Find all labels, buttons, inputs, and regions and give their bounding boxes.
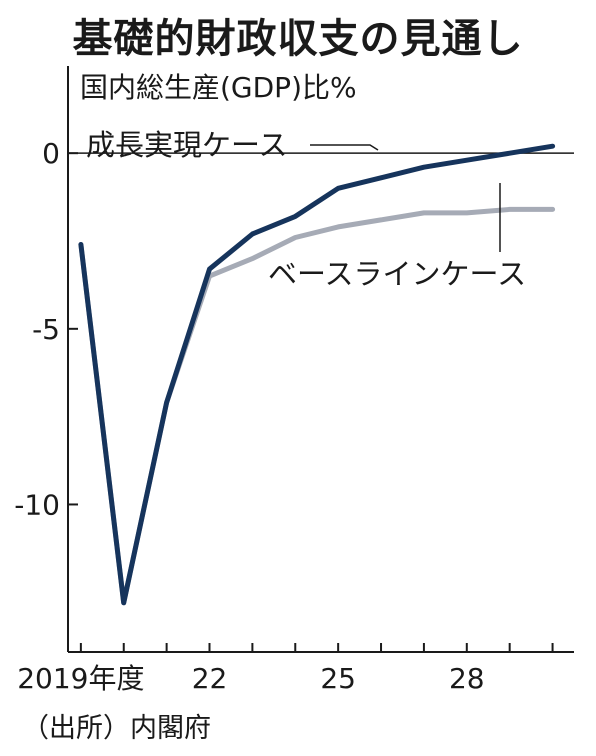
x-tick-label: 25 <box>320 662 356 695</box>
chart-title: 基礎的財政収支の見通し <box>72 16 524 62</box>
series-label-baseline: ベースラインケース <box>268 257 526 291</box>
source-note: （出所）内閣府 <box>22 713 211 744</box>
y-tick-label: -10 <box>14 488 60 521</box>
y-axis-label: 国内総生産(GDP)比% <box>80 71 357 104</box>
series-label-growth: 成長実現ケース <box>86 128 288 162</box>
series-line-growth <box>78 143 556 606</box>
x-tick-label: 2019年度 <box>17 662 144 695</box>
x-tick-label: 22 <box>192 662 228 695</box>
leader-line-growth <box>310 144 379 151</box>
y-tick-label: 0 <box>42 137 60 170</box>
y-tick-label: -5 <box>32 313 60 346</box>
x-tick-label: 28 <box>449 662 485 695</box>
